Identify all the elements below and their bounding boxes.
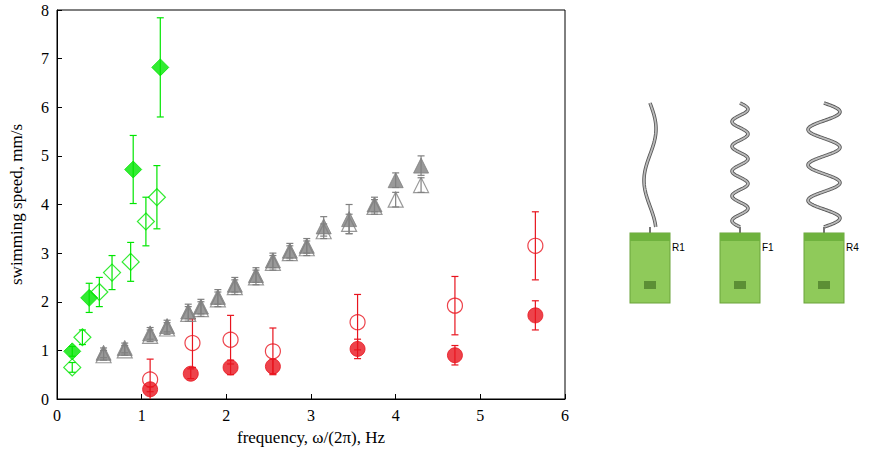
svg-text:8: 8 (41, 2, 49, 19)
svg-text:6: 6 (41, 99, 49, 116)
svg-text:5: 5 (476, 407, 484, 424)
svg-text:3: 3 (307, 407, 315, 424)
svg-text:3: 3 (41, 245, 49, 262)
svg-text:frequency, ω/(2π), Hz: frequency, ω/(2π), Hz (237, 428, 385, 447)
svg-text:1: 1 (41, 342, 49, 359)
svg-text:2: 2 (41, 293, 49, 310)
svg-text:1: 1 (138, 407, 146, 424)
svg-text:2: 2 (222, 407, 230, 424)
svg-text:R4: R4 (846, 242, 859, 253)
svg-text:7: 7 (41, 50, 49, 67)
svg-text:4: 4 (41, 196, 49, 213)
svg-text:6: 6 (561, 407, 569, 424)
svg-text:F1: F1 (762, 242, 774, 253)
svg-text:0: 0 (53, 407, 61, 424)
svg-text:5: 5 (41, 147, 49, 164)
svg-text:4: 4 (392, 407, 400, 424)
svg-text:0: 0 (41, 391, 49, 408)
svg-text:swimming speed, mm/s: swimming speed, mm/s (7, 124, 26, 285)
svg-text:R1: R1 (672, 242, 685, 253)
